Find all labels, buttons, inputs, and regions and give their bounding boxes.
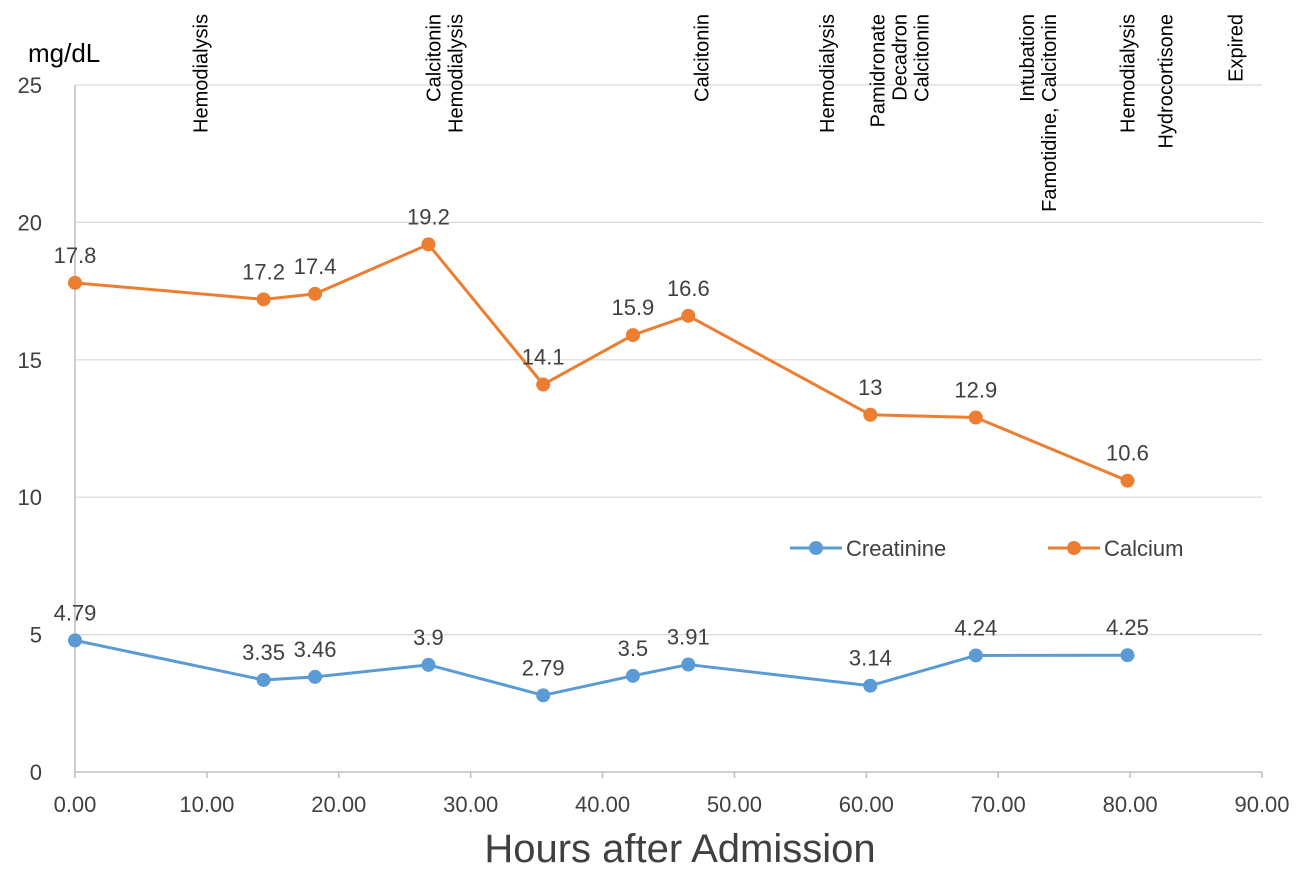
y-tick-label: 15 xyxy=(18,348,42,373)
data-label-creatinine: 3.35 xyxy=(242,640,285,665)
data-point-calcium xyxy=(421,237,436,252)
gridlines xyxy=(75,84,1262,636)
event-annotation: Hemodialysis xyxy=(1117,14,1139,133)
data-point-calcium xyxy=(1120,473,1135,488)
x-axis-title: Hours after Admission xyxy=(484,827,875,871)
data-point-calcium xyxy=(968,410,983,425)
data-point-creatinine xyxy=(68,633,82,648)
axes: 0 5 10 15 20 25 0.00 10.00 20.00 30.00 40.00 50.00 6… xyxy=(18,73,1290,817)
data-label-calcium: 17.4 xyxy=(294,254,337,279)
data-point-creatinine xyxy=(681,657,696,672)
data-label-creatinine: 3.46 xyxy=(294,637,337,662)
event-annotation: Hemodialysis xyxy=(445,14,467,133)
legend: Creatinine Calcium xyxy=(790,536,1183,561)
series-layer xyxy=(68,237,1135,703)
x-tick-label: 40.00 xyxy=(575,792,630,817)
x-tick-label: 50.00 xyxy=(707,792,762,817)
legend-label-calcium: Calcium xyxy=(1104,536,1183,561)
data-point-calcium xyxy=(625,328,640,343)
x-tick-label: 30.00 xyxy=(443,792,498,817)
event-annotation: Expired xyxy=(1226,14,1248,82)
x-tick-label: 20.00 xyxy=(311,792,366,817)
y-tick-label: 10 xyxy=(18,485,42,510)
event-annotation: Calcitonin xyxy=(423,14,445,102)
data-label-creatinine: 4.25 xyxy=(1106,615,1149,640)
data-point-creatinine xyxy=(308,669,323,684)
data-label-creatinine: 3.14 xyxy=(849,646,892,671)
event-annotation: Hemodialysis xyxy=(817,14,839,133)
y-axis-label: mg/dL xyxy=(28,38,100,68)
event-annotation: Hemodialysis xyxy=(190,14,212,133)
data-label-creatinine: 2.79 xyxy=(522,655,565,680)
event-annotation: Calcitonin xyxy=(911,14,933,102)
series-line-creatinine xyxy=(74,638,1128,697)
data-label-calcium: 19.2 xyxy=(407,204,450,229)
data-point-creatinine xyxy=(968,648,983,663)
data-point-calcium xyxy=(308,286,323,301)
data-label-creatinine: 4.24 xyxy=(954,615,997,640)
data-label-calcium: 12.9 xyxy=(954,378,997,403)
data-point-calcium xyxy=(536,377,551,392)
data-label-calcium: 13 xyxy=(858,375,882,400)
legend-marker-calcium xyxy=(1067,541,1081,555)
event-annotation: Calcitonin xyxy=(691,14,713,102)
event-annotation: Pamidronate xyxy=(867,14,889,127)
data-point-calcium xyxy=(681,308,696,323)
data-label-creatinine: 4.79 xyxy=(54,600,97,625)
data-label-calcium: 17.8 xyxy=(54,243,97,268)
legend-marker-creatinine xyxy=(809,541,823,555)
y-tick-label: 0 xyxy=(30,760,42,785)
x-tick-label: 70.00 xyxy=(971,792,1026,817)
data-label-creatinine: 3.5 xyxy=(618,636,649,661)
event-annotation: Decadron xyxy=(889,14,911,101)
x-tick-label: 0.00 xyxy=(54,792,97,817)
event-annotation: Intubation xyxy=(1017,14,1039,102)
data-label-calcium: 14.1 xyxy=(522,345,565,370)
data-point-creatinine xyxy=(625,668,640,683)
event-annotation: Hydrocortisone xyxy=(1156,14,1178,149)
data-label-creatinine: 3.91 xyxy=(667,625,710,650)
data-label-calcium: 17.2 xyxy=(242,259,285,284)
legend-label-creatinine: Creatinine xyxy=(846,536,946,561)
data-point-creatinine xyxy=(863,678,878,693)
y-tick-label: 25 xyxy=(18,73,42,98)
data-labels: 4.79 3.35 3.46 3.9 2.79 3.5 3.91 3.14 4.24 4.25 17… xyxy=(54,204,1149,680)
x-tick-label: 10.00 xyxy=(179,792,234,817)
data-label-calcium: 16.6 xyxy=(667,276,710,301)
x-tick-label: 80.00 xyxy=(1103,792,1158,817)
x-tick-label: 60.00 xyxy=(839,792,894,817)
x-tick-label: 90.00 xyxy=(1234,792,1289,817)
y-tick-label: 5 xyxy=(30,623,42,648)
y-tick-label: 20 xyxy=(18,210,42,235)
data-point-calcium xyxy=(863,407,878,422)
data-point-calcium xyxy=(68,275,82,290)
data-label-calcium: 15.9 xyxy=(611,295,654,320)
data-point-calcium xyxy=(256,292,271,307)
series-line-calcium xyxy=(74,242,1129,483)
event-annotations: Hemodialysis Calcitonin Hemodialysis Calcit… xyxy=(190,14,1247,212)
data-point-creatinine xyxy=(1120,648,1135,663)
data-point-creatinine xyxy=(421,657,436,672)
data-point-creatinine xyxy=(536,688,551,703)
data-label-creatinine: 3.9 xyxy=(413,625,444,650)
data-point-creatinine xyxy=(256,672,271,687)
data-label-calcium: 10.6 xyxy=(1106,441,1149,466)
event-annotation: Famotidine, Calcitonin xyxy=(1039,14,1061,212)
